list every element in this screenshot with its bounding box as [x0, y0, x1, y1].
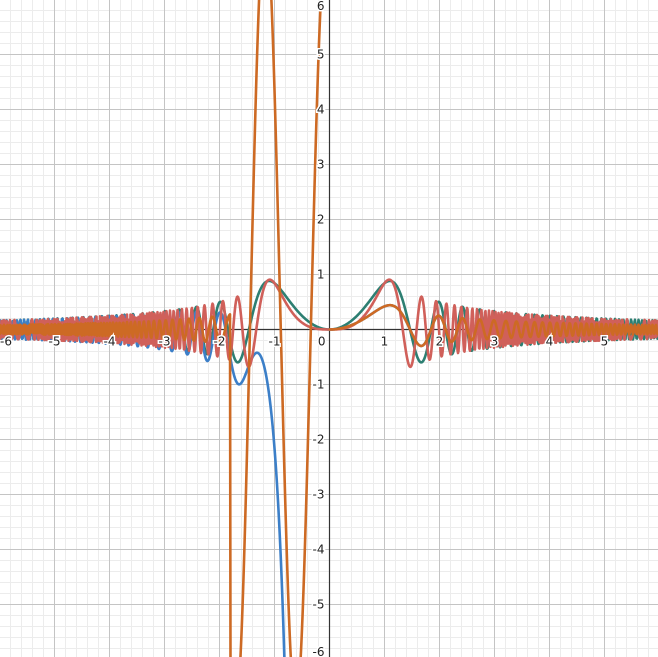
x-tick-label: -4 — [104, 335, 116, 349]
x-tick-label: 1 — [381, 335, 389, 349]
x-tick-label: -3 — [159, 335, 171, 349]
y-tick-label: 3 — [317, 158, 325, 172]
x-tick-label: 5 — [601, 335, 609, 349]
y-tick-label: -6 — [313, 645, 325, 657]
y-tick-label: 1 — [317, 268, 325, 282]
x-tick-label: 0 — [318, 335, 326, 349]
x-tick-label: 3 — [491, 335, 499, 349]
x-tick-label: -2 — [214, 335, 226, 349]
x-tick-label: 2 — [436, 335, 444, 349]
y-tick-label: 4 — [317, 103, 325, 117]
curve-series-3[interactable] — [0, 278, 658, 369]
y-tick-label: -5 — [313, 598, 325, 612]
y-tick-label: 6 — [317, 0, 325, 13]
x-tick-label: -5 — [49, 335, 61, 349]
y-tick-label: -1 — [313, 378, 325, 392]
x-tick-label: -6 — [0, 335, 12, 349]
y-tick-label: 2 — [317, 213, 325, 227]
y-tick-label: -2 — [313, 433, 325, 447]
x-tick-label: -1 — [269, 335, 281, 349]
y-tick-label: 5 — [317, 48, 325, 62]
x-tick-label: 4 — [546, 335, 554, 349]
y-tick-label: -3 — [313, 488, 325, 502]
tick-labels: -6 -5 -4 -3 -2 -1 0 1 2 3 4 5 6 5 4 3 2 1 -1 -2 -3 -4 -5 -6 — [0, 0, 610, 657]
y-tick-label: -4 — [313, 543, 325, 557]
